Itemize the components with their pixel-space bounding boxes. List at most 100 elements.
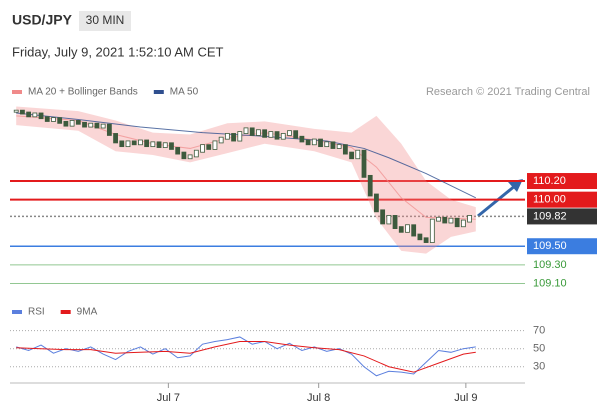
candle <box>106 123 112 136</box>
level-label: 109.50 <box>533 240 567 252</box>
candle <box>144 139 150 148</box>
candle <box>423 237 429 243</box>
x-tick-label: Jul 7 <box>157 392 180 404</box>
line <box>16 340 476 373</box>
candle <box>119 140 125 148</box>
candle <box>367 174 373 197</box>
legend-swatch <box>12 310 22 314</box>
ma-line <box>16 112 477 199</box>
x-tick-label: Jul 9 <box>454 392 477 404</box>
candle <box>26 111 32 118</box>
x-tick-label: Jul 8 <box>307 392 330 404</box>
candle <box>274 131 280 140</box>
candle <box>392 215 398 229</box>
candle <box>442 216 448 224</box>
candle <box>386 215 392 225</box>
level-box <box>527 238 597 255</box>
candle <box>305 139 311 146</box>
candle <box>94 122 100 129</box>
candle <box>349 151 354 160</box>
datetime: Friday, July 9, 2021 1:52:10 AM CET <box>12 44 224 59</box>
candle <box>380 209 386 225</box>
candle <box>162 142 168 148</box>
candle <box>38 112 44 120</box>
candle <box>280 133 286 140</box>
candle <box>355 149 361 160</box>
candle <box>113 133 118 144</box>
candle <box>224 133 230 140</box>
candle <box>169 142 174 150</box>
candle <box>206 144 212 150</box>
candle <box>243 127 249 134</box>
candle <box>88 122 94 128</box>
level-box <box>527 191 597 208</box>
candle <box>411 224 417 237</box>
y-tick-label: 30 <box>533 361 545 373</box>
candle <box>324 141 330 148</box>
level-label: 109.82 <box>533 210 567 222</box>
candle <box>374 193 379 213</box>
candle <box>63 120 69 127</box>
level-label: 109.30 <box>533 259 567 271</box>
candle <box>460 219 466 228</box>
level-label: 109.10 <box>533 277 567 289</box>
candle <box>51 117 56 122</box>
bollinger-band <box>16 106 476 254</box>
candle <box>342 144 348 155</box>
candle <box>417 233 423 241</box>
candle <box>193 149 199 158</box>
candle <box>429 218 435 243</box>
candle <box>336 144 342 149</box>
candle <box>44 116 50 122</box>
candle <box>20 109 25 115</box>
candle <box>57 117 63 124</box>
candle <box>454 217 460 228</box>
symbol: USD/JPY <box>12 12 73 28</box>
candle <box>231 133 236 142</box>
candle <box>262 129 268 138</box>
candle <box>181 151 187 160</box>
candle <box>82 121 87 128</box>
candle <box>13 109 19 113</box>
candle <box>249 127 255 136</box>
candle <box>200 144 205 153</box>
legend-label: 9MA <box>77 307 98 318</box>
candle <box>287 130 292 136</box>
candle <box>75 120 81 125</box>
legend-swatch <box>153 90 164 94</box>
candle <box>398 226 404 233</box>
candle <box>125 140 131 148</box>
ma-line <box>16 115 476 220</box>
candle <box>175 147 181 155</box>
level-box <box>527 208 597 225</box>
candle <box>299 135 305 143</box>
interval-box <box>79 11 131 31</box>
legend-label: MA 20 + Bollinger Bands <box>28 87 138 98</box>
candle <box>361 149 367 178</box>
y-tick-label: 50 <box>533 343 545 355</box>
legend-label: RSI <box>28 307 45 318</box>
source: Research © 2021 Trading Central <box>426 86 590 98</box>
legend-swatch <box>60 310 71 314</box>
line <box>16 336 476 377</box>
candle <box>32 112 38 118</box>
candle <box>100 123 106 129</box>
legend-swatch <box>12 90 22 94</box>
interval: 30 MIN <box>86 13 125 27</box>
legend-label: MA 50 <box>170 87 199 98</box>
candle <box>293 130 299 139</box>
candle <box>330 141 336 149</box>
level-label: 110.20 <box>533 175 566 187</box>
candle <box>69 120 75 127</box>
candle <box>218 136 224 144</box>
candle <box>268 131 274 138</box>
candle <box>311 138 317 146</box>
arrow-head <box>508 179 523 192</box>
candle <box>150 141 156 148</box>
candle <box>448 217 454 224</box>
candle <box>187 154 193 160</box>
candle <box>138 139 143 146</box>
candle <box>467 215 472 223</box>
level-label: 110.00 <box>533 194 566 206</box>
